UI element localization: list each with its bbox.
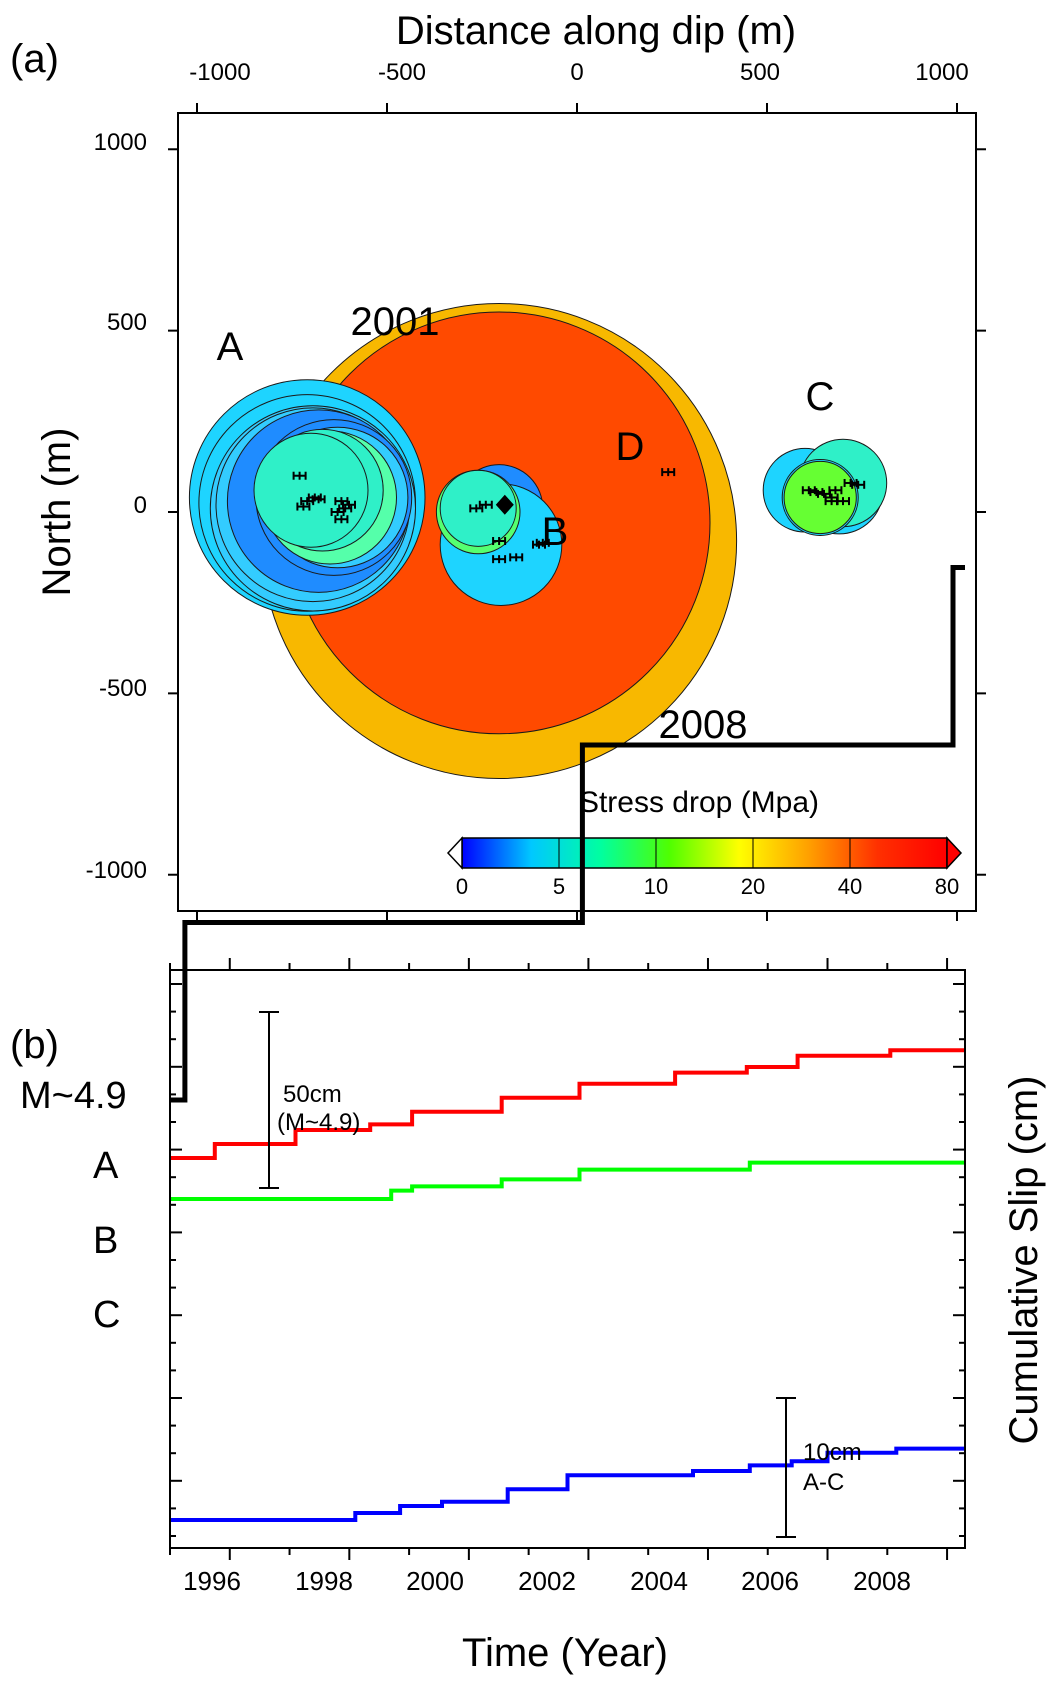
panel-b-x-axis-title: Time (Year) (462, 1631, 668, 1675)
panel-b-x-tick-label: 2002 (518, 1566, 576, 1596)
cluster-a-label: A (217, 325, 244, 369)
panel-b-x-tick-label: 1998 (295, 1566, 353, 1596)
panel-a-label: (a) (10, 37, 59, 81)
series-label-c: C (93, 1294, 120, 1336)
scalebar-50cm-label: 50cm (283, 1081, 342, 1108)
panel-a-y-tick-label: 1000 (94, 129, 147, 156)
panel-b-frame (169, 969, 966, 1549)
colorbar-bar (446, 836, 963, 870)
colorbar-tick-labels: 0 5 10 20 40 80 (456, 874, 959, 899)
panel-a-y-tick-label: -1000 (86, 857, 147, 884)
hypocenter-marker (478, 500, 493, 509)
hypocenter-marker (824, 497, 839, 506)
scalebar-10cm: 10cm A-C (776, 1397, 862, 1538)
cluster-b-label: B (542, 510, 569, 554)
hypocenter-marker (296, 502, 311, 511)
slip-line-b (170, 1160, 965, 1201)
series-label-a: A (93, 1145, 119, 1187)
scalebar-10cm-sublabel: A-C (803, 1469, 844, 1496)
hypocenter-marker (851, 480, 866, 489)
panel-a-top-axis-title: Distance along dip (m) (396, 9, 796, 53)
colorbar-tick-label: 10 (644, 874, 668, 899)
colorbar-low-arrow (446, 836, 463, 870)
panel-a-x-tick-label: -500 (378, 59, 426, 86)
hypocenter-marker (492, 537, 507, 546)
panel-a-tick-marks (168, 103, 986, 921)
panel-a-x-tick-label: -1000 (189, 59, 250, 86)
panel-a-x-tick-label: 1000 (915, 59, 968, 86)
event-2008-label: 2008 (659, 703, 748, 747)
colorbar-tick-label: 40 (838, 874, 862, 899)
panel-b-y-axis-title: Cumulative Slip (cm) (1002, 1076, 1046, 1445)
hypocenter-marker (828, 486, 843, 495)
hypocenter-marker (330, 508, 345, 516)
panel-a-y-tick-label: 0 (134, 492, 147, 519)
colorbar-tick-label: 80 (935, 874, 959, 899)
event-2001-label: 2001 (351, 300, 440, 344)
hypocenter-marker (817, 489, 831, 498)
hypocenter-marker (661, 468, 676, 477)
panel-a-y-tick-labels: 1000 500 0 -500 -1000 (86, 129, 147, 884)
rupture-patch-a (253, 432, 369, 548)
panel-b-x-tick-labels: 1996 1998 2000 2002 2004 2006 2008 (183, 1566, 911, 1596)
panel-a-x-tick-label: 500 (740, 59, 780, 86)
colorbar-gradient (461, 837, 948, 869)
panel-a-x-tick-labels: -1000 -500 0 500 1000 (189, 59, 968, 86)
hypocenter-marker (535, 538, 550, 547)
panel-a-y-tick-label: -500 (99, 675, 147, 702)
slip-line-a (170, 1048, 965, 1160)
panel-a-y-tick-label: 500 (107, 309, 147, 336)
panel-b-label: (b) (10, 1023, 59, 1067)
cluster-c-label: C (806, 375, 835, 419)
hypocenter-marker (311, 495, 326, 504)
panel-b: (b) M~4.9 A B C 50cm (M~4.9) 10cm A-C 19… (10, 565, 1046, 1675)
colorbar-tick-label: 0 (456, 874, 468, 899)
panel-a-frame (177, 112, 977, 912)
series-label-b: B (93, 1220, 118, 1262)
scalebar-50cm-sublabel: (M~4.9) (277, 1109, 360, 1136)
scalebar-10cm-label: 10cm (803, 1439, 862, 1466)
panel-b-tick-marks (169, 958, 965, 1560)
colorbar-tick-label: 5 (553, 874, 565, 899)
hypocenter-marker (334, 515, 349, 524)
panel-a: (a) Distance along dip (m) North (m) -10… (10, 9, 986, 921)
panel-a-y-axis-title: North (m) (35, 428, 79, 597)
hypocenter-marker (509, 553, 524, 562)
panel-a-x-tick-label: 0 (570, 59, 583, 86)
mainshock-marker (495, 494, 514, 515)
series-label-m49: M~4.9 (20, 1075, 127, 1117)
panel-b-x-tick-label: 1996 (183, 1566, 241, 1596)
panel-b-x-tick-label: 2008 (853, 1566, 911, 1596)
cluster-d-label: D (616, 425, 645, 469)
scalebar-50cm: 50cm (M~4.9) (259, 1011, 360, 1189)
slip-line-m49 (170, 565, 965, 1103)
panel-b-x-tick-label: 2006 (741, 1566, 799, 1596)
hypocenter-marker (492, 555, 507, 564)
hypocenter-marker (292, 471, 307, 480)
panel-a-rupture-map (188, 303, 888, 780)
colorbar: Stress drop (Mpa) 0 5 10 20 40 80 (446, 786, 963, 899)
panel-b-slip-series (170, 565, 965, 1522)
slip-line-c (170, 1446, 965, 1522)
hypocenter-marker (300, 497, 315, 506)
hypocenter-marker (342, 500, 356, 509)
panel-b-x-tick-label: 2004 (630, 1566, 688, 1596)
colorbar-title: Stress drop (Mpa) (579, 786, 819, 819)
rupture-patch-c (783, 460, 857, 535)
colorbar-high-arrow (946, 836, 963, 870)
colorbar-tick-label: 20 (741, 874, 765, 899)
panel-b-x-tick-label: 2000 (406, 1566, 464, 1596)
